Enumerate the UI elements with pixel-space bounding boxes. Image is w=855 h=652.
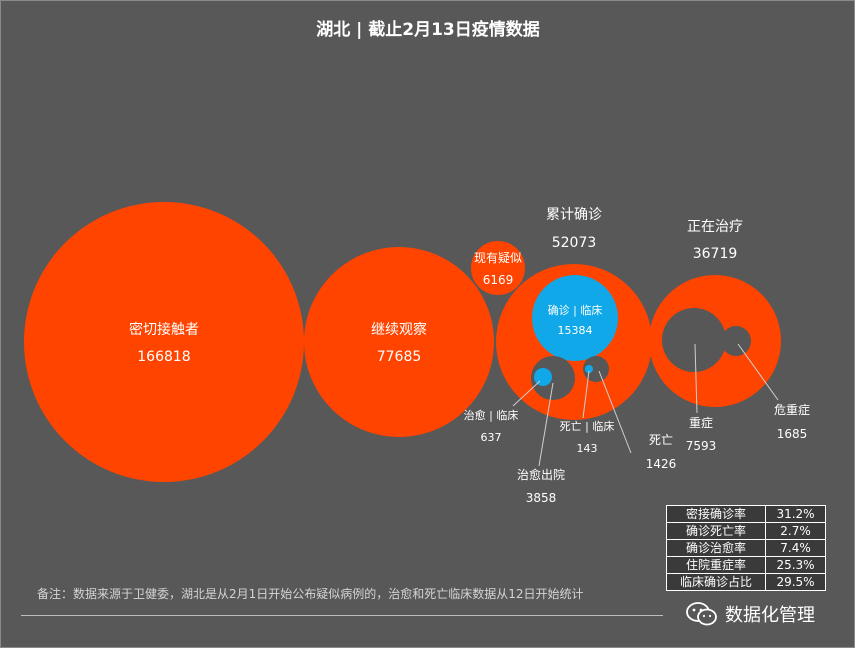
leader-lines: [512, 343, 779, 467]
stat-value: 7.4%: [765, 539, 826, 557]
label-deaths: 死亡: [649, 433, 673, 447]
stat-label: 确诊治愈率: [666, 539, 766, 557]
stat-label: 密接确诊率: [666, 505, 766, 523]
leader-severe: [694, 343, 698, 414]
bubble-recovered-clinical: [534, 368, 552, 386]
bubble-suspected: [471, 241, 525, 295]
bubble-clinical-confirmed: [532, 275, 618, 361]
label-in-treatment: 正在治疗: [687, 219, 743, 235]
brand: 数据化管理: [685, 601, 815, 627]
stat-value: 2.7%: [765, 522, 826, 540]
label-recovered-clinical: 治愈 | 临床: [464, 408, 519, 422]
label-critical: 危重症: [774, 402, 810, 417]
divider: [21, 615, 663, 616]
value-deaths: 1426: [646, 457, 677, 471]
stat-value: 29.5%: [765, 573, 826, 591]
stats-row: 临床确诊占比 29.5%: [666, 573, 826, 591]
bubble-recovered: [531, 356, 575, 400]
label-recovered: 治愈出院: [517, 467, 565, 482]
value-clinical-confirmed: 15384: [558, 324, 593, 337]
bubble-critical: [721, 326, 751, 356]
value-suspected: 6169: [483, 273, 514, 287]
stats-row: 确诊治愈率 7.4%: [666, 539, 826, 557]
wechat-icon: [686, 602, 717, 626]
leader-critical: [737, 343, 779, 401]
value-in-treatment: 36719: [693, 246, 738, 262]
brand-name: 数据化管理: [725, 605, 815, 626]
label-clinical-confirmed: 确诊 | 临床: [548, 303, 603, 317]
label-deaths-clinical: 死亡 | 临床: [560, 419, 615, 433]
value-recovered: 3858: [526, 491, 557, 505]
value-severe: 7593: [686, 439, 717, 453]
label-severe: 重症: [689, 415, 713, 430]
stat-label: 确诊死亡率: [666, 522, 766, 540]
value-critical: 1685: [777, 427, 808, 441]
label-suspected: 现有疑似: [474, 250, 522, 265]
stats-row: 密接确诊率 31.2%: [666, 505, 826, 523]
value-deaths-clinical: 143: [577, 442, 598, 455]
value-recovered-clinical: 637: [481, 431, 502, 444]
stat-value: 25.3%: [765, 556, 826, 574]
label-under-observation: 继续观察: [371, 321, 427, 338]
leader-recovered: [538, 382, 554, 467]
chart-title: 湖北 | 截止2月13日疫情数据: [316, 19, 540, 40]
bubble-under-observation: [304, 247, 494, 437]
label-close-contacts: 密切接触者: [129, 321, 199, 338]
value-confirmed: 52073: [552, 235, 597, 251]
value-under-observation: 77685: [377, 349, 422, 365]
stat-value: 31.2%: [765, 505, 826, 523]
label-confirmed: 累计确诊: [546, 207, 602, 223]
stats-row: 确诊死亡率 2.7%: [666, 522, 826, 540]
bubble-deaths: [583, 356, 609, 382]
leader-deaths: [598, 370, 632, 454]
stat-label: 临床确诊占比: [666, 573, 766, 591]
stats-row: 住院重症率 25.3%: [666, 556, 826, 574]
bubble-severe: [662, 308, 726, 372]
leader-recovered-clinical: [512, 380, 541, 407]
bubble-close-contacts: [24, 202, 304, 482]
stats-table: 密接确诊率 31.2% 确诊死亡率 2.7% 确诊治愈率 7.4% 住院重症率 25.3…: [666, 505, 826, 591]
bubble-deaths-clinical: [585, 365, 593, 373]
stat-label: 住院重症率: [666, 556, 766, 574]
value-close-contacts: 166818: [137, 349, 190, 365]
footnote: 备注：数据来源于卫健委，湖北是从2月1日开始公布疑似病例的，治愈和死亡临床数据从…: [37, 587, 584, 601]
leader-deaths-clinical: [582, 370, 590, 419]
